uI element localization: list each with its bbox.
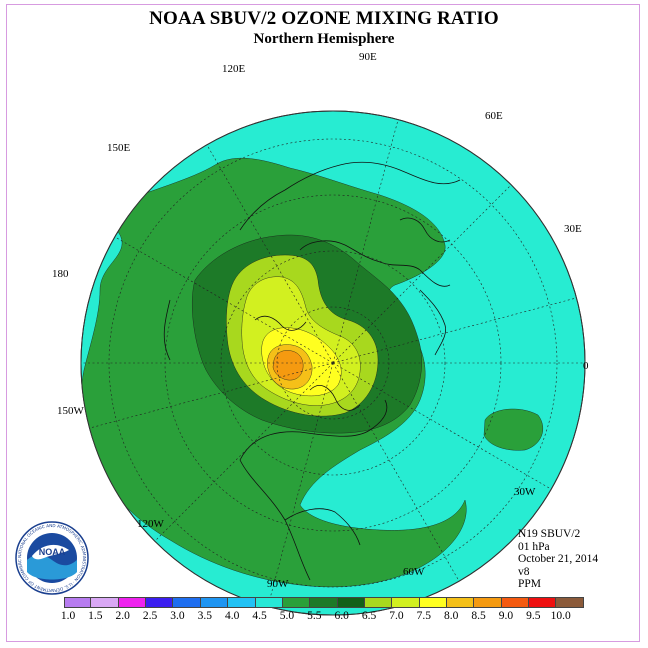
contour-5-0-blob-30w: [483, 408, 543, 451]
colorbar-cell: [91, 597, 119, 608]
colorbar-cell: [200, 597, 229, 608]
info-units: PPM: [518, 578, 542, 590]
meridians: [81, 119, 585, 607]
colorbar-cell: [228, 597, 256, 608]
colorbar-cell: [501, 597, 530, 608]
colorbar-cell: [556, 597, 584, 608]
colorbar-tick-label: 3.0: [170, 610, 185, 622]
colorbar: [64, 597, 584, 608]
colorbar-tick-label: 6.0: [334, 610, 349, 622]
info-version: v8: [518, 565, 530, 578]
lon-label-0: 0: [583, 360, 589, 372]
lon-label-120e: 120E: [222, 63, 246, 75]
colorbar-cell: [146, 597, 174, 608]
colorbar-tick-label: 2.5: [142, 610, 158, 622]
lon-label-90w: 90W: [267, 578, 289, 590]
colorbar-tick-label: 4.0: [225, 610, 240, 622]
colorbar-tick-label: 2.0: [115, 610, 130, 622]
colorbar-cell: [282, 597, 311, 608]
colorbar-cell: [118, 597, 147, 608]
lon-label-30e: 30E: [564, 223, 582, 235]
lon-label-30w: 30W: [514, 486, 536, 498]
lon-label-150e: 150E: [107, 142, 131, 154]
info-instrument: N19 SBUV/2: [518, 528, 581, 540]
colorbar-cell: [392, 597, 420, 608]
colorbar-cell: [364, 597, 393, 608]
colorbar-tick-label: 9.5: [526, 610, 541, 622]
colorbar-tick-label: 7.0: [389, 610, 404, 622]
colorbar-tick-label: 8.0: [443, 610, 459, 622]
colorbar-tick-label: 7.5: [416, 610, 431, 622]
data-info-block: N19 SBUV/2 01 hPa October 21, 2014 v8 PP…: [518, 528, 598, 591]
colorbar-tick-label: 8.5: [471, 610, 486, 622]
colorbar-cell: [447, 597, 475, 608]
coastlines: [163, 161, 461, 581]
colorbar-cell: [474, 597, 502, 608]
colorbar-tick-label: 9.0: [498, 610, 514, 622]
colorbar-tick-label: 5.5: [307, 610, 322, 622]
lon-label-90e: 90E: [359, 51, 377, 63]
lon-label-60e: 60E: [485, 110, 503, 122]
colorbar-tick-label: 6.5: [361, 610, 377, 622]
logo-text: NOAA: [39, 547, 66, 557]
colorbar-cell: [337, 597, 365, 608]
info-level: 01 hPa: [518, 540, 550, 553]
map-subtitle: Northern Hemisphere: [253, 31, 395, 47]
lon-label-150w: 150W: [57, 405, 84, 417]
colorbar-tick-label: 3.5: [197, 610, 213, 622]
colorbar-tick-label: 5.0: [279, 610, 295, 622]
noaa-logo: NOAA NATIONAL OCEANIC AND ATMOSPHERIC AD…: [14, 520, 89, 595]
colorbar-cell: [173, 597, 201, 608]
figure-frame: [6, 4, 640, 642]
contour-8-5: [272, 350, 304, 381]
colorbar-cell: [255, 597, 283, 608]
colorbar-tick-label: 4.5: [252, 610, 267, 622]
colorbar-cell: [419, 597, 448, 608]
colorbar-tick-label: 1.0: [60, 610, 76, 622]
lon-label-120w: 120W: [137, 518, 164, 530]
colorbar-tick-label: 1.5: [88, 610, 103, 622]
colorbar-cell: [64, 597, 92, 608]
colorbar-cell: [529, 597, 557, 608]
lon-label-60w: 60W: [403, 566, 425, 578]
colorbar-tick-label: 10.0: [550, 610, 571, 622]
lon-label-180: 180: [52, 268, 69, 280]
map-title: NOAA SBUV/2 OZONE MIXING RATIO: [149, 8, 499, 29]
colorbar-cell: [310, 597, 338, 608]
info-date: October 21, 2014: [518, 553, 599, 565]
